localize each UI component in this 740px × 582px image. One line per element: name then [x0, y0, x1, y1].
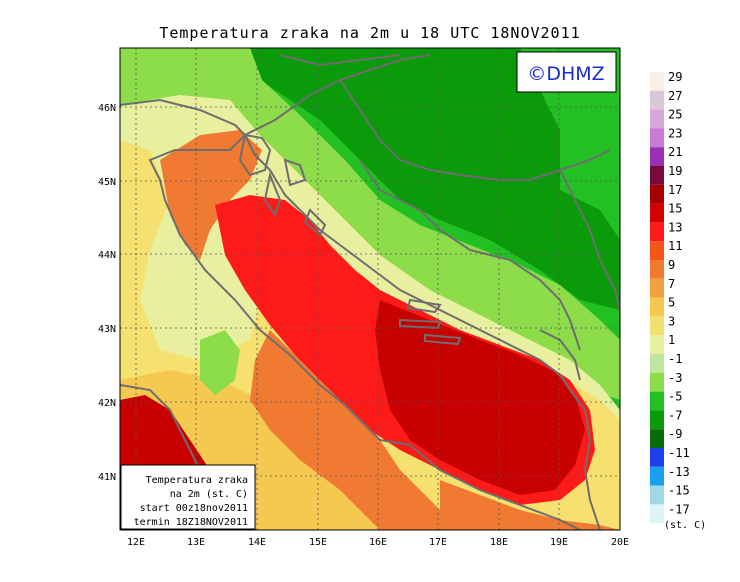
legend-label: -13: [668, 465, 690, 479]
island-korcula: [424, 333, 462, 346]
lon-label-16: 16E: [369, 537, 387, 548]
legend-label: 25: [668, 108, 682, 122]
legend-swatch: [650, 372, 664, 392]
legend-label: 7: [668, 277, 675, 291]
lon-label-12: 12E: [127, 537, 145, 548]
legend-label: -9: [668, 427, 682, 441]
grid: [120, 48, 620, 530]
legend-label: 5: [668, 296, 675, 310]
island-brac: [406, 298, 442, 314]
lon-label-18: 18E: [490, 537, 508, 548]
map-frame: [119, 47, 621, 531]
legend-label: 21: [668, 145, 682, 159]
border-bosnia: [359, 159, 581, 351]
border-serbia: [559, 169, 620, 311]
legend-label: -17: [668, 502, 690, 516]
legend-swatch: [650, 147, 664, 166]
legend-swatch: [650, 90, 664, 110]
legend-swatch: [650, 72, 664, 91]
lat-label-44: 44N: [98, 250, 116, 261]
border-croatia-hungary: [339, 79, 611, 181]
legend-swatch: [650, 166, 664, 185]
lat-labels: 46N 45N 44N 43N 42N 41N: [98, 103, 116, 483]
info-line-3: start 00z18nov2011: [140, 503, 248, 514]
info-line-2: na 2m (st. C): [170, 489, 248, 500]
legend-swatch: [650, 297, 664, 317]
field-dark-red: [375, 300, 585, 495]
info-line-1: Temperatura zraka: [146, 475, 248, 486]
legend-swatch: [650, 278, 664, 298]
dhmz-logo: ©DHMZ: [516, 51, 617, 93]
coast-albania: [569, 389, 601, 530]
legend-swatch: [650, 354, 664, 373]
lon-label-20: 20E: [611, 537, 629, 548]
lon-label-19: 19E: [550, 537, 568, 548]
lon-label-14: 14E: [248, 537, 266, 548]
legend-label: -11: [668, 446, 690, 460]
dhmz-logo-text: ©DHMZ: [527, 63, 604, 85]
field-dark-green: [250, 48, 620, 310]
legend-label: -5: [668, 390, 682, 404]
legend-swatch: [650, 260, 664, 279]
legend-swatch: [650, 316, 664, 336]
map-title: Temperatura zraka na 2m u 18 UTC 18NOV20…: [159, 24, 581, 42]
legend-swatch: [650, 203, 664, 223]
field-orange-2: [250, 330, 460, 530]
legend-label: 23: [668, 126, 682, 140]
lon-label-17: 17E: [429, 537, 447, 548]
temperature-field: [120, 48, 620, 530]
lon-label-15: 15E: [309, 537, 327, 548]
legend-label: 17: [668, 183, 682, 197]
border-montenegro: [539, 329, 581, 381]
legend-swatch: [650, 466, 664, 486]
lat-label-45: 45N: [98, 177, 116, 188]
lat-label-42: 42N: [98, 398, 116, 409]
istria: [238, 133, 272, 177]
info-box: Temperatura zraka na 2m (st. C) start 00…: [120, 464, 256, 530]
color-legend: 29 27 25 23 21 19 17 15 13 11 9 7 5 3 1 -1 -3 -5 -7 -9 -11 -1…: [650, 70, 690, 524]
lat-label-46: 46N: [98, 103, 116, 114]
coast-croatia: [244, 134, 571, 391]
legend-label: 11: [668, 239, 682, 253]
legend-label: -7: [668, 408, 682, 422]
legend-swatch: [650, 184, 664, 204]
legend-label: -3: [668, 371, 682, 385]
legend-swatch: [650, 410, 664, 430]
field-south-orange: [440, 480, 620, 530]
legend-swatch: [650, 241, 664, 260]
lat-label-41: 41N: [98, 472, 116, 483]
lat-label-43: 43N: [98, 324, 116, 335]
legend-label: -1: [668, 352, 682, 366]
legend-label: 19: [668, 164, 682, 178]
legend-label: 1: [668, 333, 675, 347]
legend-label: 9: [668, 258, 675, 272]
legend-swatch: [650, 485, 664, 505]
lon-label-13: 13E: [187, 537, 205, 548]
legend-label: -15: [668, 484, 690, 498]
island-pag: [303, 208, 327, 237]
legend-swatch: [650, 391, 664, 411]
legend-swatch: [650, 128, 664, 148]
island-cres: [263, 171, 282, 218]
info-line-4: termin 18Z18NOV2011: [134, 517, 248, 528]
legend-swatch: [650, 222, 664, 242]
legend-swatch: [650, 429, 664, 448]
legend-swatch: [650, 335, 664, 354]
coast-italy-east: [120, 98, 583, 530]
legend-label: 29: [668, 70, 682, 84]
border-north: [279, 54, 401, 67]
legend-swatch: [650, 448, 664, 467]
legend-label: 15: [668, 202, 682, 216]
legend-swatch: [650, 109, 664, 129]
field-italy-green: [200, 330, 240, 395]
legend-label: 27: [668, 89, 682, 103]
legend-swatch: [650, 504, 664, 524]
legend-label: 13: [668, 220, 682, 234]
legend-unit: (st. C): [664, 520, 706, 531]
field-orange: [160, 130, 262, 260]
lon-labels: 12E 13E 14E 15E 16E 17E 18E 19E 20E: [127, 537, 629, 548]
legend-label: 3: [668, 314, 675, 328]
island-krk: [283, 158, 307, 187]
